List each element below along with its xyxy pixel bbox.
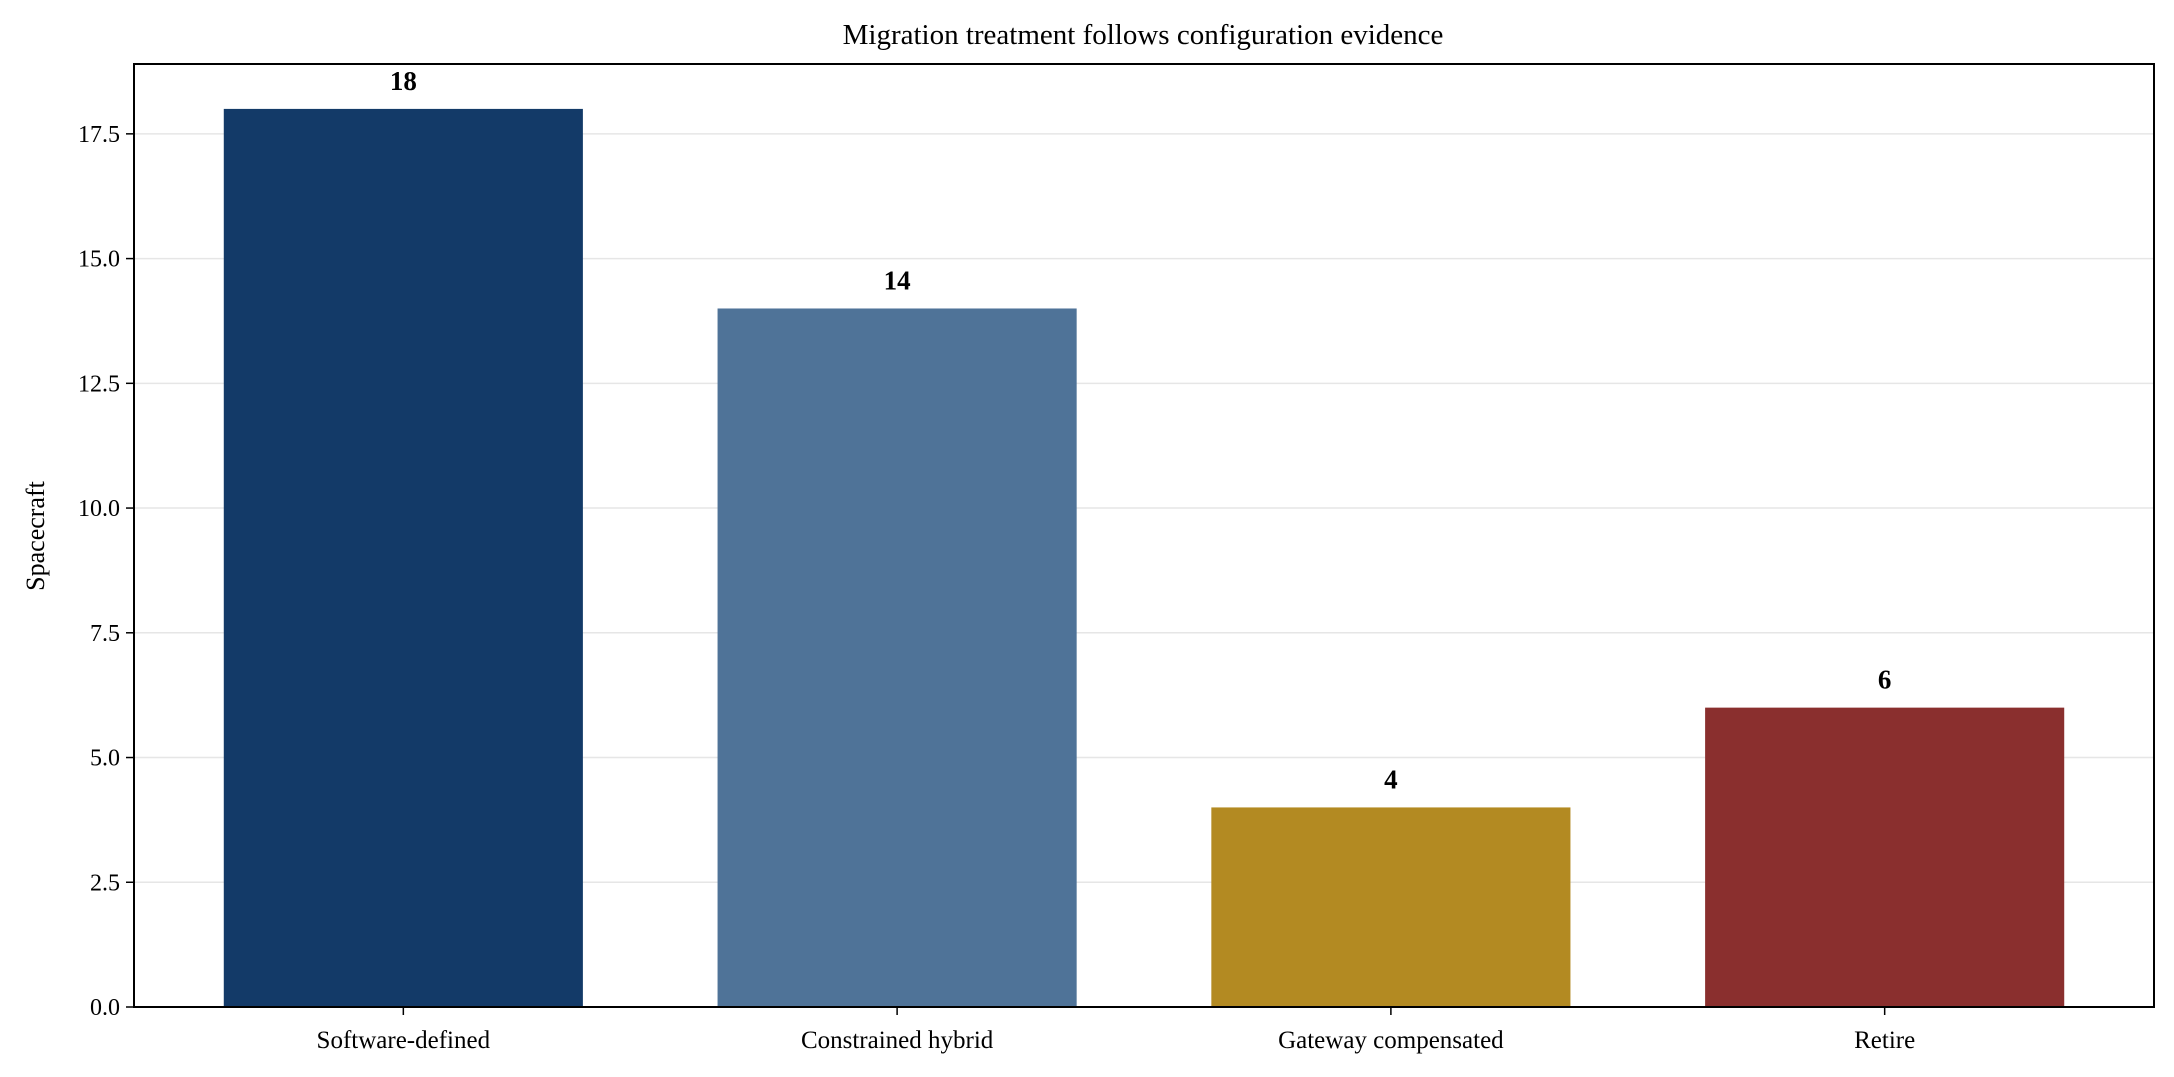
data-label: 18 [390, 66, 417, 96]
y-tick-label: 7.5 [90, 621, 120, 647]
x-tick-label: Retire [1854, 1027, 1915, 1054]
data-label: 6 [1878, 665, 1892, 695]
y-tick-label: 5.0 [90, 746, 120, 772]
y-tick-label: 15.0 [78, 247, 120, 273]
x-tick-label: Software-defined [317, 1027, 491, 1054]
axes: 0.0 2.5 5.0 7.5 10.0 12.5 15.0 17.5 [78, 122, 1886, 1021]
x-tick-label: Constrained hybrid [801, 1027, 994, 1054]
data-label: 14 [884, 265, 911, 295]
y-tick-label: 2.5 [90, 870, 120, 896]
y-tick-label: 12.5 [78, 371, 120, 397]
bars [223, 108, 2065, 1008]
y-tick-label: 17.5 [78, 122, 120, 148]
bar [717, 308, 1077, 1008]
bar [1705, 707, 2065, 1007]
bar [223, 108, 583, 1007]
x-tick-label: Gateway compensated [1278, 1027, 1504, 1054]
data-label: 4 [1384, 764, 1398, 794]
labels: Software-defined 18 Constrained hybrid 14 Ga… [317, 66, 1916, 1054]
chart-title: Migration treatment follows configuratio… [843, 19, 1444, 51]
plot-frame [133, 63, 2155, 1008]
bar [1211, 807, 1571, 1007]
y-tick-label: 0.0 [90, 995, 120, 1021]
y-axis-label: Spacecraft [21, 480, 50, 590]
y-tick-label: 10.0 [78, 496, 120, 522]
